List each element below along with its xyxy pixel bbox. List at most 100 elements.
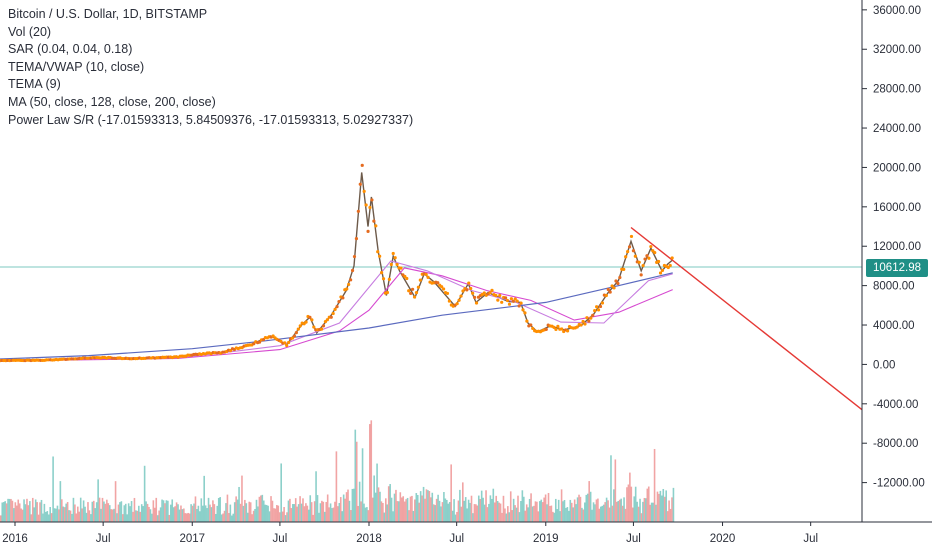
volume-bar (637, 506, 640, 522)
volume-bar (110, 509, 113, 522)
tema-dot (474, 301, 479, 305)
volume-bar (122, 514, 124, 522)
volume-bar (171, 499, 174, 522)
symbol-title[interactable]: Bitcoin / U.S. Dollar, 1D, BITSTAMP (8, 7, 208, 21)
volume-bar (528, 498, 531, 522)
volume-bar (276, 505, 278, 522)
volume-bar (467, 499, 470, 522)
volume-bar (278, 512, 281, 522)
volume-bar (658, 493, 660, 522)
indicator-tema-vwap[interactable]: TEMA/VWAP (10, close) (8, 59, 145, 74)
time-axis[interactable]: 2016 Jul 2017 Jul 2018 Jul 2019 Jul 2020 Jul (2, 522, 818, 545)
volume-bar (508, 512, 511, 522)
volume-bar (412, 510, 415, 522)
tema-dot (455, 302, 459, 306)
volume-bar (650, 502, 653, 522)
indicator-ma[interactable]: MA (50, close, 128, close, 200, close) (8, 94, 216, 109)
volume-bar (623, 497, 625, 522)
volume-bar (597, 498, 599, 522)
volume-bar (61, 499, 63, 522)
volume-bar (98, 497, 101, 522)
volume-bar (169, 504, 172, 522)
volume-bar (480, 490, 483, 522)
tema-dot (482, 291, 486, 295)
tema-dot (407, 289, 411, 293)
volume-bar (220, 514, 223, 522)
volume-bar (366, 507, 368, 522)
tema-dot (653, 250, 657, 255)
volume-bar (422, 486, 425, 522)
tema-dot (364, 203, 368, 207)
price-axis[interactable]: 36000.00 32000.00 28000.00 24000.00 20000.00… (862, 5, 925, 490)
volume-bar (293, 504, 296, 522)
volume-bar (552, 511, 554, 522)
volume-bar (499, 503, 502, 522)
volume-bar (283, 507, 285, 522)
volume-bar (369, 424, 371, 522)
volume-bar (472, 513, 474, 522)
tema-dot (354, 237, 359, 241)
volume-bar (416, 495, 419, 522)
tema-dot (441, 287, 446, 291)
volume-bar (630, 486, 633, 522)
volume-bar (207, 497, 210, 522)
volume-bar (254, 508, 256, 522)
volume-bar (527, 507, 529, 522)
tema-dot (471, 291, 475, 295)
tema-dot (261, 338, 266, 342)
indicator-tema[interactable]: TEMA (9) (8, 77, 61, 92)
volume-bar (399, 492, 402, 522)
volume-bar (62, 506, 65, 522)
volume-bar (629, 472, 631, 522)
volume-bar (421, 495, 423, 522)
volume-bar (158, 510, 160, 522)
volume-bar (505, 513, 508, 522)
volume-bar (92, 500, 95, 522)
volume-bar (0, 515, 2, 522)
volume-bar (384, 498, 387, 522)
indicator-power-law[interactable]: Power Law S/R (-17.01593313, 5.84509376,… (8, 112, 414, 127)
volume-bar (188, 513, 191, 522)
volume-bar (614, 459, 617, 522)
volume-bar (549, 506, 551, 522)
volume-bar (459, 489, 461, 522)
volume-bar (180, 505, 182, 522)
volume-bar (313, 501, 316, 522)
volume-bar (46, 511, 49, 522)
volume-bar (517, 495, 519, 522)
volume-bar (297, 504, 300, 522)
volume-bar (139, 511, 142, 522)
volume-bar (591, 509, 593, 522)
volume-bar (17, 499, 20, 522)
tema-dot (581, 319, 585, 324)
volume-bar (502, 495, 505, 522)
volume-bar (184, 513, 187, 522)
volume-bar (431, 492, 434, 522)
tema-dot (519, 301, 523, 305)
volume-bar (140, 504, 143, 522)
volume-bar (576, 497, 579, 522)
volume-bar (149, 509, 152, 522)
volume-bar (328, 507, 330, 522)
indicator-volume[interactable]: Vol (20) (8, 24, 52, 39)
volume-bar (200, 498, 203, 522)
volume-bar (347, 489, 349, 522)
volume-bar (244, 499, 246, 522)
volume-bar (604, 502, 606, 522)
volume-bar (161, 499, 163, 522)
volume-bar (155, 497, 158, 522)
volume-bar (493, 502, 496, 522)
tema-dot (647, 256, 651, 260)
volume-bar (42, 513, 44, 522)
volume-bar (443, 492, 445, 522)
y-tick-label: 36000.00 (873, 5, 921, 17)
tema-dot (457, 298, 461, 302)
tema-dot (414, 290, 419, 295)
volume-bar (63, 507, 66, 522)
volume-bar (546, 504, 548, 522)
tema-dot (513, 297, 517, 301)
tema-dot (598, 304, 603, 309)
indicator-sar[interactable]: SAR (0.04, 0.04, 0.18) (8, 42, 133, 57)
volume-bar (97, 479, 99, 522)
